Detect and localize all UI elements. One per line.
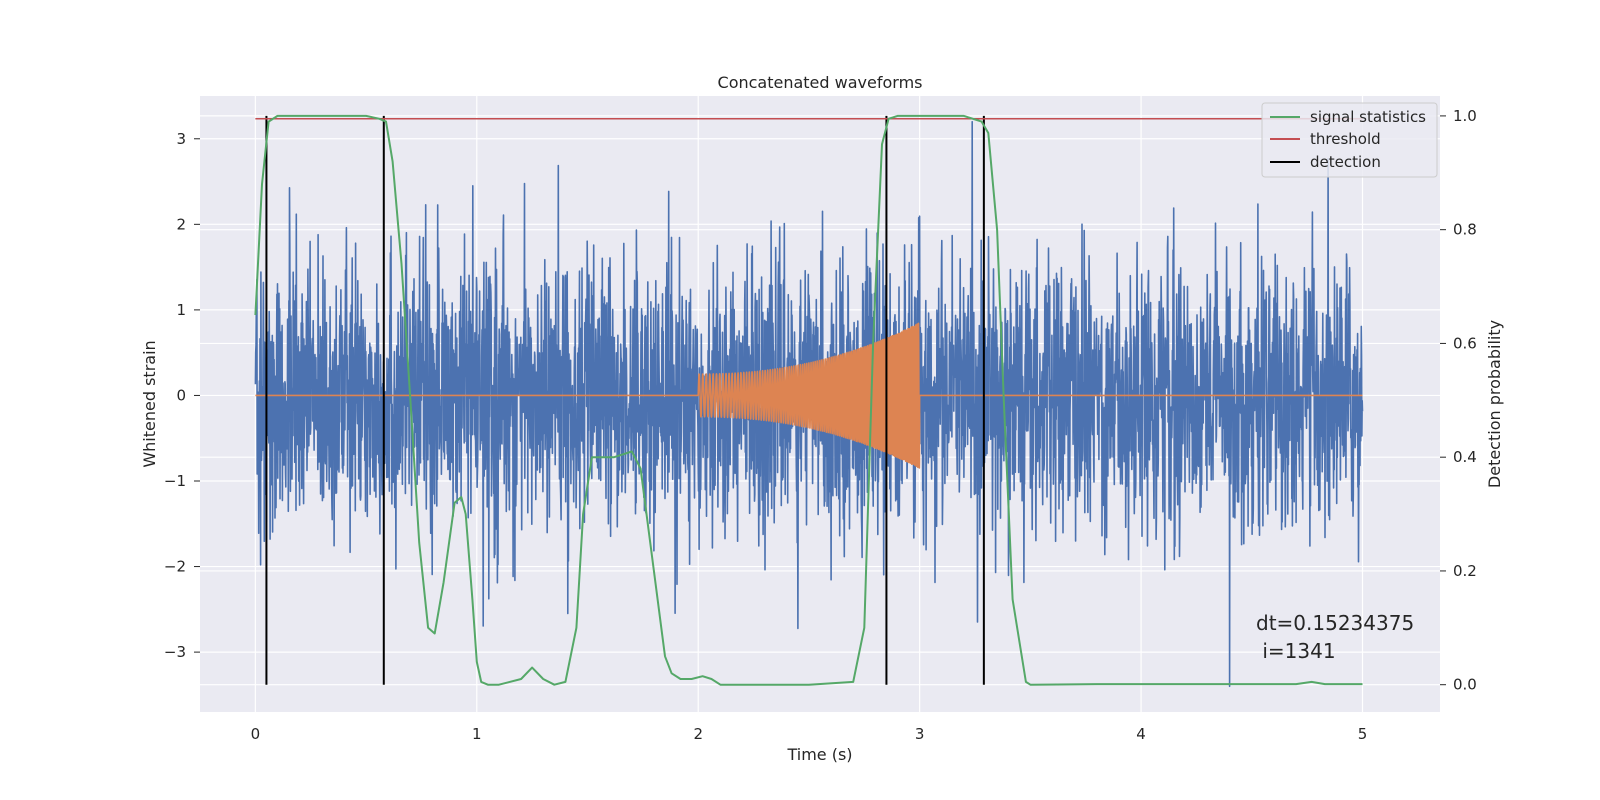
y-tick-label: −2 bbox=[164, 558, 186, 576]
injected-signal-series bbox=[255, 322, 1363, 469]
y-tick-label: 0 bbox=[176, 386, 186, 404]
signal-statistics-line bbox=[254, 114, 1363, 686]
legend-label-signal-statistics: signal statistics bbox=[1310, 108, 1426, 126]
annotation-i: i=1341 bbox=[1256, 639, 1336, 663]
y2-tick-label: 0.8 bbox=[1453, 221, 1477, 239]
y-tick-label: −3 bbox=[164, 643, 186, 661]
x-axis: 0 1 2 3 4 5 bbox=[251, 725, 1368, 743]
y2-tick-label: 0.4 bbox=[1453, 448, 1477, 466]
legend-label-detection: detection bbox=[1310, 153, 1381, 171]
y2-tick-label: 0.6 bbox=[1453, 334, 1477, 352]
x-tick-label: 0 bbox=[251, 725, 261, 743]
x-tick-label: 5 bbox=[1358, 725, 1368, 743]
y-tick-label: −1 bbox=[164, 472, 186, 490]
y2-tick-label: 1.0 bbox=[1453, 107, 1477, 125]
chart-title: Concatenated waveforms bbox=[718, 73, 923, 92]
x-tick-label: 1 bbox=[472, 725, 482, 743]
detection-lines bbox=[265, 115, 985, 685]
x-axis-label: Time (s) bbox=[786, 745, 852, 764]
legend: signal statistics threshold detection bbox=[1261, 102, 1438, 178]
legend-label-threshold: threshold bbox=[1310, 130, 1381, 148]
x-tick-label: 3 bbox=[915, 725, 925, 743]
y-tick-label: 1 bbox=[176, 301, 186, 319]
y-tick-label: 3 bbox=[176, 130, 186, 148]
noise-series bbox=[254, 120, 1364, 688]
legend-box bbox=[1261, 102, 1438, 178]
y-axis-left: −3 −2 −1 0 1 2 3 bbox=[164, 130, 200, 661]
y-axis-label: Whitened strain bbox=[140, 340, 159, 467]
plot-content bbox=[254, 114, 1364, 688]
annotation-dt: dt=0.15234375 bbox=[1256, 611, 1414, 635]
y2-axis-label: Detection probability bbox=[1485, 320, 1504, 488]
y-axis-right: 0.0 0.2 0.4 0.6 0.8 1.0 bbox=[1440, 107, 1477, 694]
y-tick-label: 2 bbox=[176, 215, 186, 233]
y2-tick-label: 0.2 bbox=[1453, 562, 1477, 580]
y2-tick-label: 0.0 bbox=[1453, 676, 1477, 694]
x-tick-label: 2 bbox=[693, 725, 703, 743]
x-tick-label: 4 bbox=[1136, 725, 1146, 743]
